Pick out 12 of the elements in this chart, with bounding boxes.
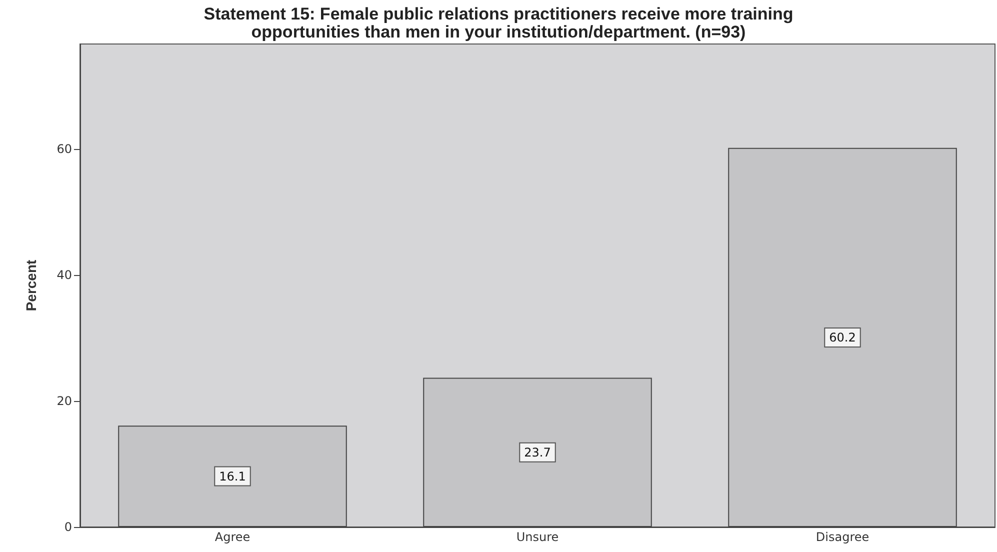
- data-label: 60.2: [829, 330, 856, 344]
- y-tick-label: 40: [56, 268, 72, 282]
- x-tick-label: Unsure: [516, 530, 559, 544]
- y-tick-label: 0: [64, 520, 72, 534]
- y-axis-title: Percent: [23, 259, 39, 312]
- data-label: 16.1: [219, 469, 246, 484]
- chart-title: Statement 15: Female public relations practitioners receive more training opportunities than men in your institution/department. (n=93): [204, 4, 794, 42]
- x-tick-label: Disagree: [816, 530, 870, 544]
- y-tick-label: 60: [56, 142, 72, 156]
- data-label: 23.7: [524, 445, 551, 460]
- y-tick-label: 20: [56, 394, 72, 408]
- x-tick-label: Agree: [214, 530, 250, 544]
